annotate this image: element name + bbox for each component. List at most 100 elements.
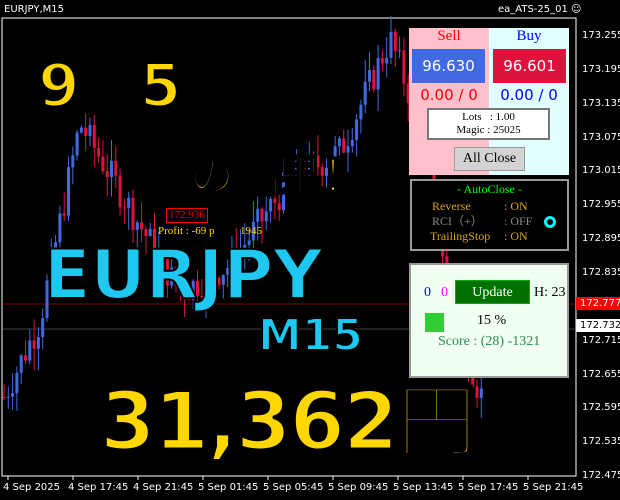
- ask-price-label: 172.732: [576, 319, 620, 332]
- update-button[interactable]: Update: [455, 280, 530, 304]
- candle-body: [299, 160, 303, 178]
- candle-body: [161, 251, 165, 253]
- candle-body: [71, 155, 75, 168]
- candle-body: [187, 299, 191, 301]
- candle-body: [380, 58, 384, 64]
- candle-body: [101, 156, 105, 172]
- sell-label: Sell: [437, 28, 461, 44]
- candle-body: [127, 197, 131, 209]
- price-tick: 172.655: [582, 368, 620, 380]
- overlay-pair: EURJPY: [43, 236, 323, 315]
- chart-frame: [1, 17, 577, 477]
- ea-name: ea_ATS-25_01 ☺: [498, 4, 582, 15]
- candle-body: [191, 281, 195, 300]
- candle-body: [32, 340, 36, 349]
- status-panel: 0 0 Update H: 23 15 % Score : (28) -1321: [409, 263, 569, 378]
- lots-magic-box: Lots : 1.00 Magic : 25025: [427, 108, 550, 140]
- candle-body: [11, 393, 15, 397]
- marker-price: 172.936: [166, 208, 208, 223]
- candle-body: [256, 208, 260, 222]
- lots: Lots : 1.00: [462, 111, 515, 123]
- candle-body: [153, 228, 156, 262]
- candle-body: [79, 127, 83, 133]
- sell-button[interactable]: 96.630: [412, 49, 485, 83]
- price-tick: 173.075: [582, 131, 620, 143]
- candle-body: [183, 292, 187, 300]
- candle-body: [6, 396, 10, 398]
- candle-body: [393, 31, 397, 51]
- candle-body: [28, 340, 32, 361]
- candle-body: [226, 267, 230, 275]
- candle-body: [294, 160, 298, 178]
- candle-body: [277, 203, 281, 211]
- price-tick: 173.135: [582, 97, 620, 109]
- candle-body: [269, 198, 273, 212]
- candle-body: [67, 167, 70, 216]
- candle-body: [15, 372, 19, 394]
- all-close-button[interactable]: All Close: [454, 147, 525, 171]
- candle-body: [165, 252, 169, 286]
- candle-body: [24, 355, 27, 361]
- candle-body: [19, 355, 23, 373]
- candle-body: [385, 57, 389, 64]
- price-tick: 173.015: [582, 165, 620, 177]
- candle-body: [54, 242, 58, 249]
- candle-body: [41, 318, 45, 338]
- candle-body: [221, 274, 225, 285]
- candle-body: [350, 139, 354, 147]
- buy-label: Buy: [516, 28, 542, 44]
- candle-body: [355, 119, 359, 140]
- candle-body: [363, 81, 367, 105]
- price-tick: 172.475: [582, 470, 620, 482]
- candle-body: [118, 175, 122, 208]
- candle-body: [282, 172, 285, 211]
- rci-toggle-icon[interactable]: [544, 216, 556, 228]
- candle-body: [247, 240, 251, 246]
- candle-body: [303, 177, 307, 181]
- candle-body: [398, 50, 402, 52]
- candle-body: [204, 269, 208, 298]
- candle-body: [234, 248, 238, 269]
- score: Score : (28) -1321: [438, 334, 541, 349]
- candle-body: [213, 268, 217, 278]
- price-tick: 173.255: [582, 30, 620, 41]
- chart-symbol: EURJPY,M15: [4, 4, 64, 15]
- candle-body: [97, 147, 101, 157]
- candle-body: [230, 248, 234, 268]
- price-tick: 172.715: [582, 334, 620, 346]
- candle-body: [260, 208, 264, 222]
- rci-label: RCI（+）: [432, 214, 483, 228]
- candle-body: [58, 213, 62, 243]
- candle-body: [432, 165, 436, 190]
- price-tick: 172.535: [582, 436, 620, 448]
- candle-body: [36, 337, 40, 349]
- candle-body: [49, 248, 53, 281]
- candle-body: [45, 280, 49, 319]
- candle-body: [471, 371, 475, 387]
- candle-body: [88, 124, 92, 137]
- candle-body: [346, 146, 350, 153]
- candle-body: [140, 222, 144, 230]
- sell-pl: 0.00 / 0: [420, 86, 478, 104]
- candle-body: [178, 286, 182, 293]
- candle-body: [389, 31, 393, 58]
- reverse-value: : ON: [504, 199, 528, 213]
- candle-body: [320, 166, 324, 176]
- autoclose-title: - AutoClose -: [457, 182, 522, 196]
- time-tick: 5 Sep 09:45: [328, 482, 389, 493]
- profit-note: Profit : -69 p: [158, 225, 215, 237]
- candle-body: [157, 251, 161, 262]
- candle-body: [307, 155, 311, 181]
- trailing-label: TrailingStop: [430, 229, 491, 243]
- candle-body: [337, 138, 341, 147]
- status-square: [425, 313, 444, 332]
- price-tick: 172.955: [582, 199, 620, 211]
- buy-button[interactable]: 96.601: [493, 49, 566, 83]
- magic: Magic : 25025: [456, 124, 521, 136]
- candle-body: [208, 268, 212, 270]
- candle-body: [479, 388, 483, 399]
- trailing-value: : ON: [504, 229, 528, 243]
- candle-body: [273, 198, 277, 204]
- candle-body: [131, 197, 135, 230]
- candle-body: [406, 83, 410, 103]
